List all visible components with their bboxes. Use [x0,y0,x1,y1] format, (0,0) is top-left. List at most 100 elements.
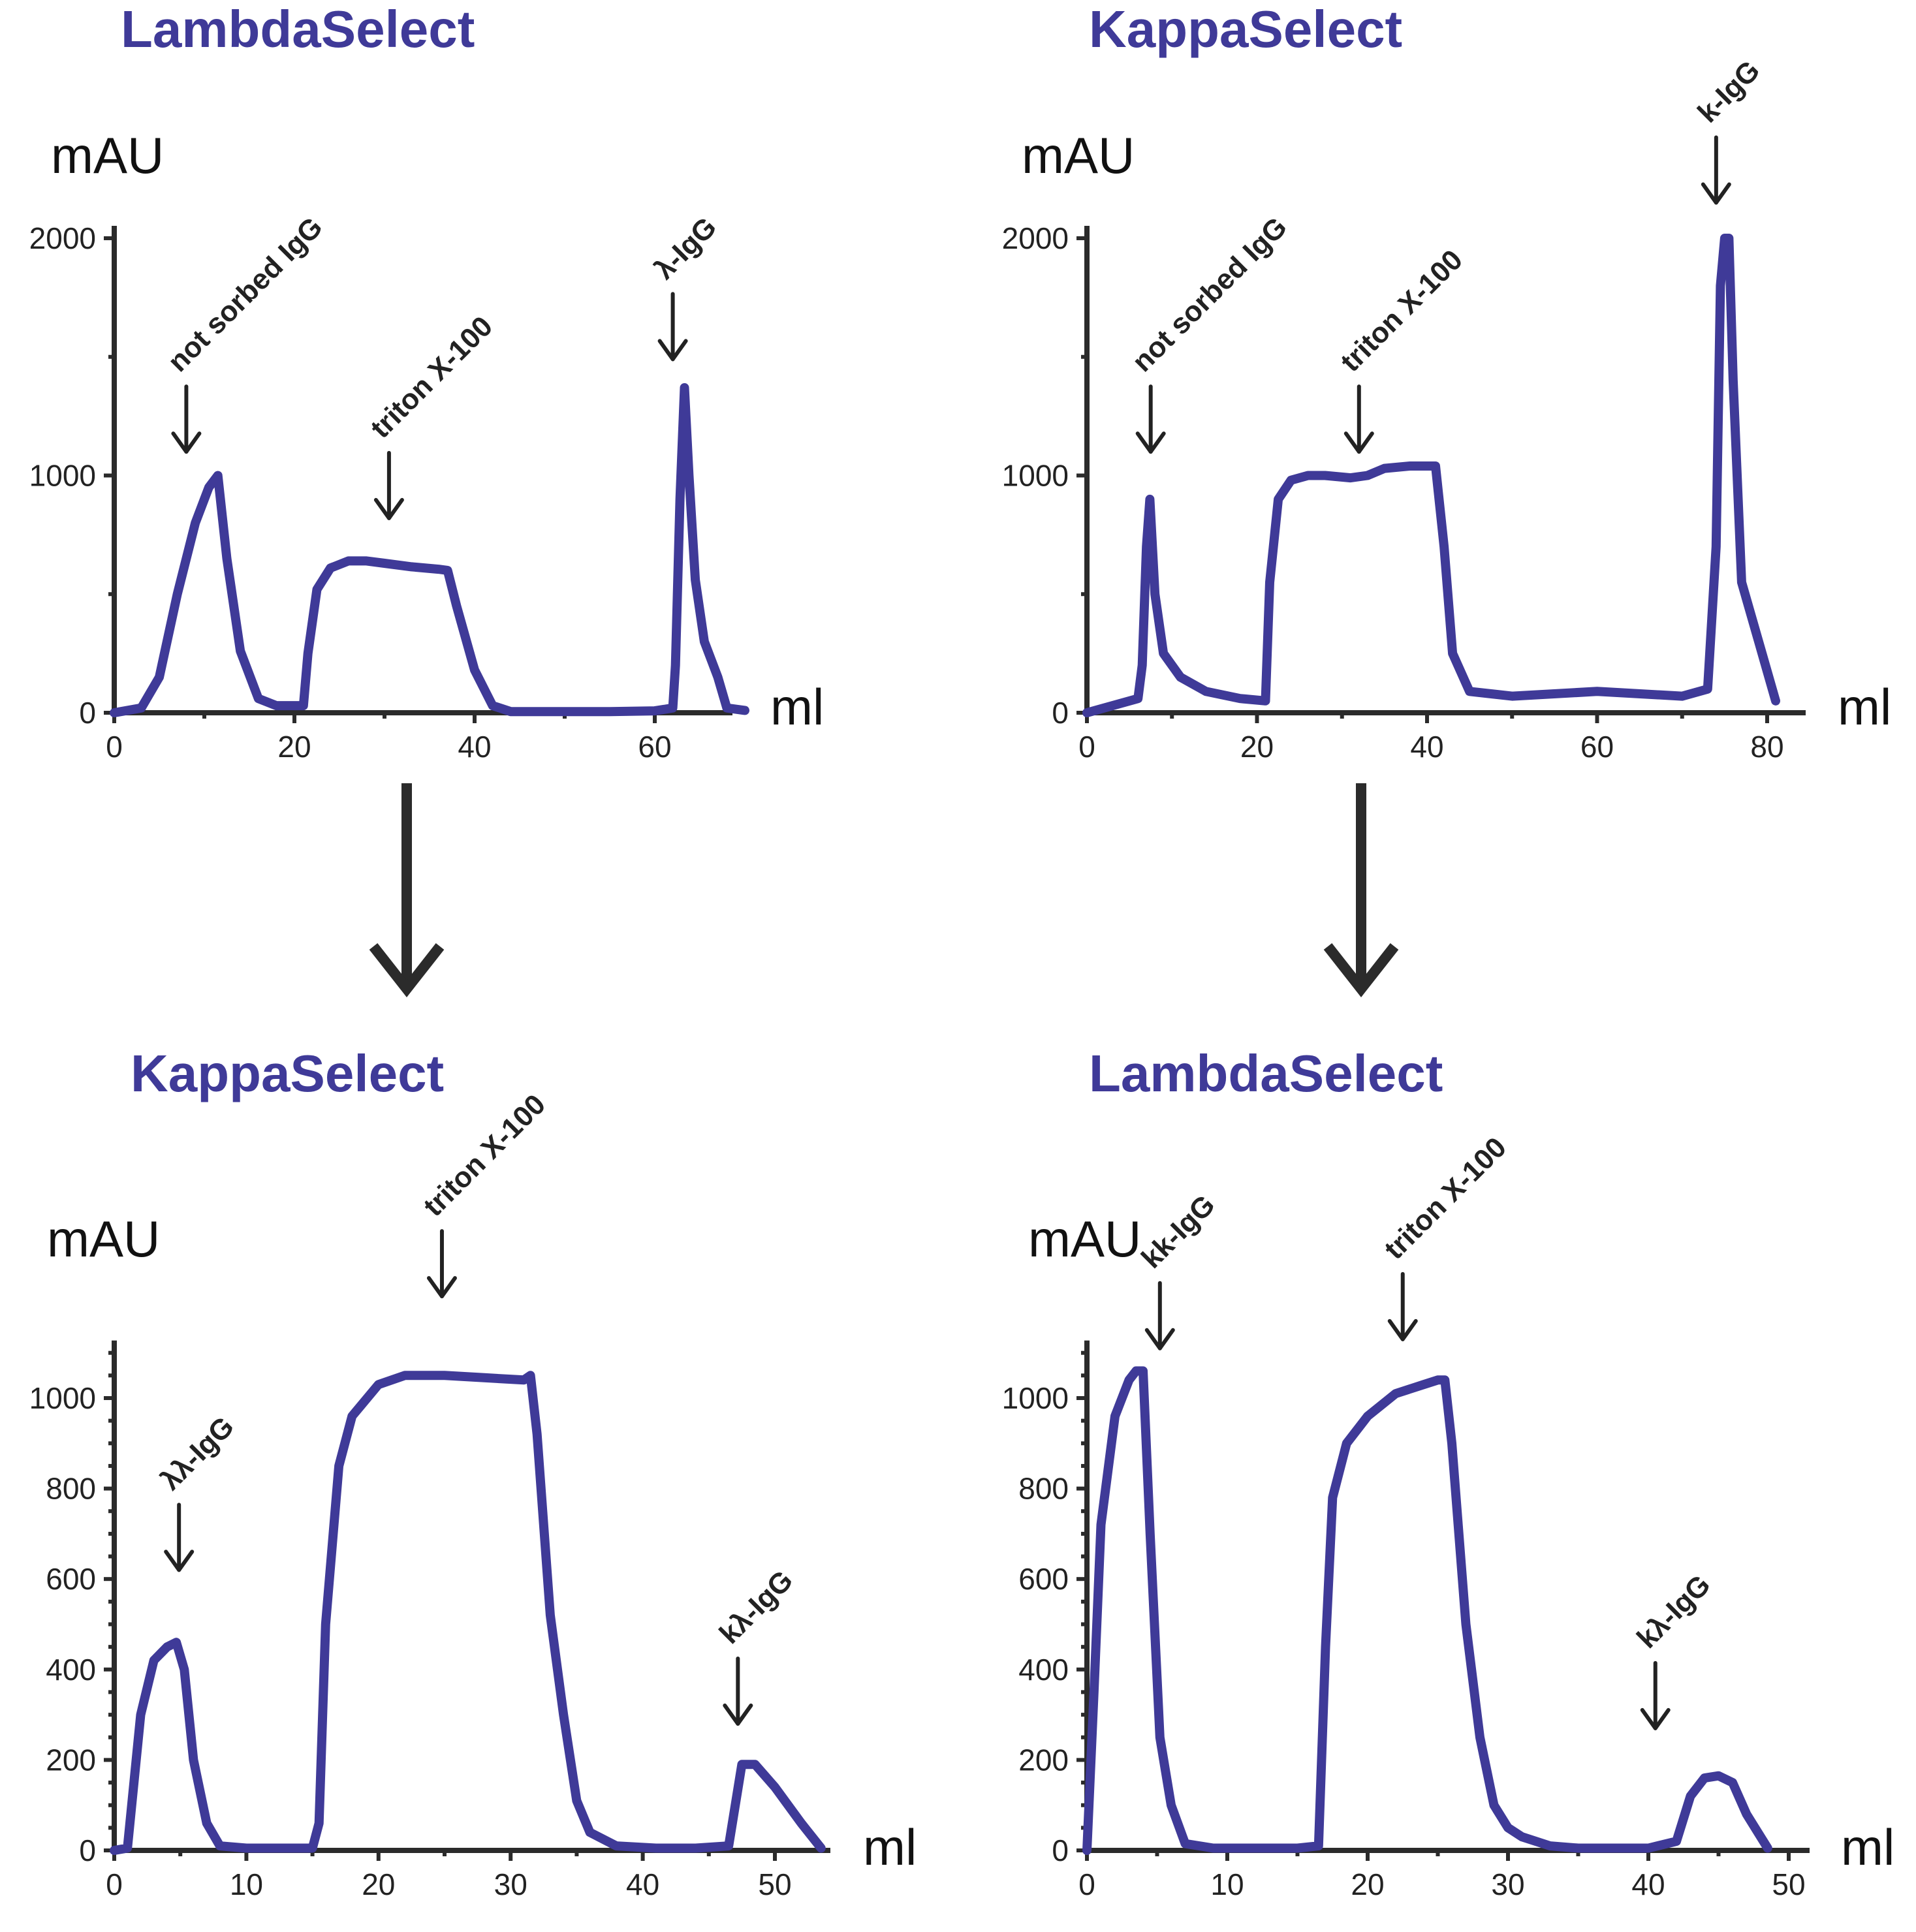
x-tick-label: 0 [106,730,123,764]
peak-annotation: triton X-100 [1378,1131,1513,1341]
y-tick-label: 400 [46,1653,96,1687]
annotation-arrow-head [1144,1328,1175,1350]
x-tick-label: 60 [1580,730,1614,764]
chart-panel-kappaselect-bottom: KappaSelect mAU ml 0 200 400 600 800 1000 0 10 2… [29,1044,917,1901]
y-tick-label: 0 [79,696,96,730]
x-tick-label: 0 [1078,1867,1095,1901]
annotation-label: kλ-IgG [714,1565,799,1650]
peak-annotation: kk-IgG [1135,1189,1221,1350]
y-tick-label: 0 [1052,1833,1069,1867]
annotation-arrow-head [1640,1707,1671,1730]
x-tick-label: 0 [1078,730,1095,764]
annotation-arrow-head [1387,1318,1418,1341]
y-axis-label: mAU [47,1210,160,1268]
x-tick-label: 10 [1210,1867,1244,1901]
annotation-arrow-head [1135,431,1166,454]
chromatogram-trace [110,1371,826,1855]
y-tick-label: 1000 [29,459,96,493]
annotation-label: k-IgG [1691,54,1766,129]
flow-arrow-left [369,783,445,997]
y-tick-label: 0 [79,1833,96,1867]
x-tick-label: 30 [494,1867,527,1901]
y-axis-label: mAU [1028,1210,1141,1268]
peak-annotation: k-IgG [1691,54,1766,205]
chart-panel-lambdaselect-bottom: LambdaSelect mAU ml 0 200 400 600 800 1000 0 10… [1002,1044,1895,1901]
panel-title: LambdaSelect [121,0,475,58]
annotation-arrow-head [1701,182,1731,205]
annotation-arrow-head [373,497,404,520]
y-tick-label: 2000 [29,221,96,255]
x-axis-label: ml [1838,678,1891,736]
flow-arrow-head [1323,943,1399,997]
x-tick-label: 40 [1410,730,1443,764]
y-tick-label: 800 [46,1472,96,1506]
y-tick-label: 200 [46,1743,96,1777]
y-tick-label: 2000 [1002,221,1069,255]
y-tick-label: 0 [1052,696,1069,730]
x-tick-label: 40 [1631,1867,1665,1901]
x-tick-label: 20 [362,1867,395,1901]
peak-annotation: not sorbed IgG [162,211,329,454]
annotation-label: kλ-IgG [1631,1568,1716,1654]
chromatogram-trace [1082,1366,1772,1855]
panel-title: KappaSelect [131,1044,444,1102]
flow-arrow-head [369,943,445,997]
x-axis-label: ml [770,678,824,736]
x-tick-label: 0 [106,1867,123,1901]
annotation-label: triton X-100 [364,310,499,444]
peak-annotation: triton X-100 [417,1088,552,1299]
flow-arrow-right [1323,783,1399,997]
y-axis-label: mAU [1022,127,1135,184]
y-tick-label: 600 [46,1562,96,1596]
annotation-arrow-head [164,1550,195,1572]
x-tick-label: 40 [458,730,491,764]
x-tick-label: 60 [638,730,671,764]
chromatogram-trace [1082,234,1780,717]
annotation-label: triton X-100 [417,1088,552,1223]
annotation-label: λλ-IgG [155,1410,240,1496]
x-tick-label: 50 [758,1867,791,1901]
x-tick-label: 20 [277,730,311,764]
x-tick-label: 80 [1750,730,1783,764]
y-tick-label: 1000 [29,1381,96,1415]
peak-annotation: λ-IgG [648,211,723,362]
annotation-arrow-head [723,1703,753,1726]
x-tick-label: 20 [1351,1867,1384,1901]
annotation-label: kk-IgG [1135,1189,1221,1274]
panel-title: LambdaSelect [1089,1044,1443,1102]
annotation-label: not sorbed IgG [162,211,329,378]
y-tick-label: 1000 [1002,459,1069,493]
peak-annotation: not sorbed IgG [1126,211,1293,454]
annotation-arrow-head [657,339,688,362]
y-tick-label: 400 [1018,1653,1069,1687]
y-tick-label: 800 [1018,1472,1069,1506]
peak-annotation: triton X-100 [1334,243,1469,454]
peak-annotation: λλ-IgG [155,1410,240,1572]
annotation-label: λ-IgG [648,211,723,285]
peak-annotation: kλ-IgG [714,1565,799,1726]
y-tick-label: 1000 [1002,1381,1069,1415]
x-axis-label: ml [863,1818,917,1876]
x-tick-label: 50 [1772,1867,1805,1901]
x-tick-label: 20 [1240,730,1274,764]
y-tick-label: 200 [1018,1743,1069,1777]
x-tick-label: 30 [1491,1867,1524,1901]
chromatogram-trace [110,383,749,717]
y-tick-label: 600 [1018,1562,1069,1596]
annotation-arrow-head [171,431,202,454]
annotation-arrow-head [1343,431,1374,454]
chart-panel-lambdaselect-top: LambdaSelect mAU ml 0 1000 2000 0 20 40 60 not … [29,0,825,764]
x-tick-label: 40 [626,1867,659,1901]
annotation-label: not sorbed IgG [1126,211,1293,378]
x-tick-label: 10 [230,1867,263,1901]
annotation-arrow-head [426,1276,457,1299]
peak-annotation: kλ-IgG [1631,1568,1717,1730]
x-axis-label: ml [1841,1818,1894,1876]
y-axis-label: mAU [51,127,164,184]
panel-title: KappaSelect [1089,0,1402,58]
chart-panel-kappaselect-top: KappaSelect mAU ml 0 1000 2000 0 20 40 60 80 not… [1002,0,1892,764]
peak-annotation: triton X-100 [364,310,499,520]
annotation-label: triton X-100 [1378,1131,1513,1266]
annotation-label: triton X-100 [1334,243,1469,378]
